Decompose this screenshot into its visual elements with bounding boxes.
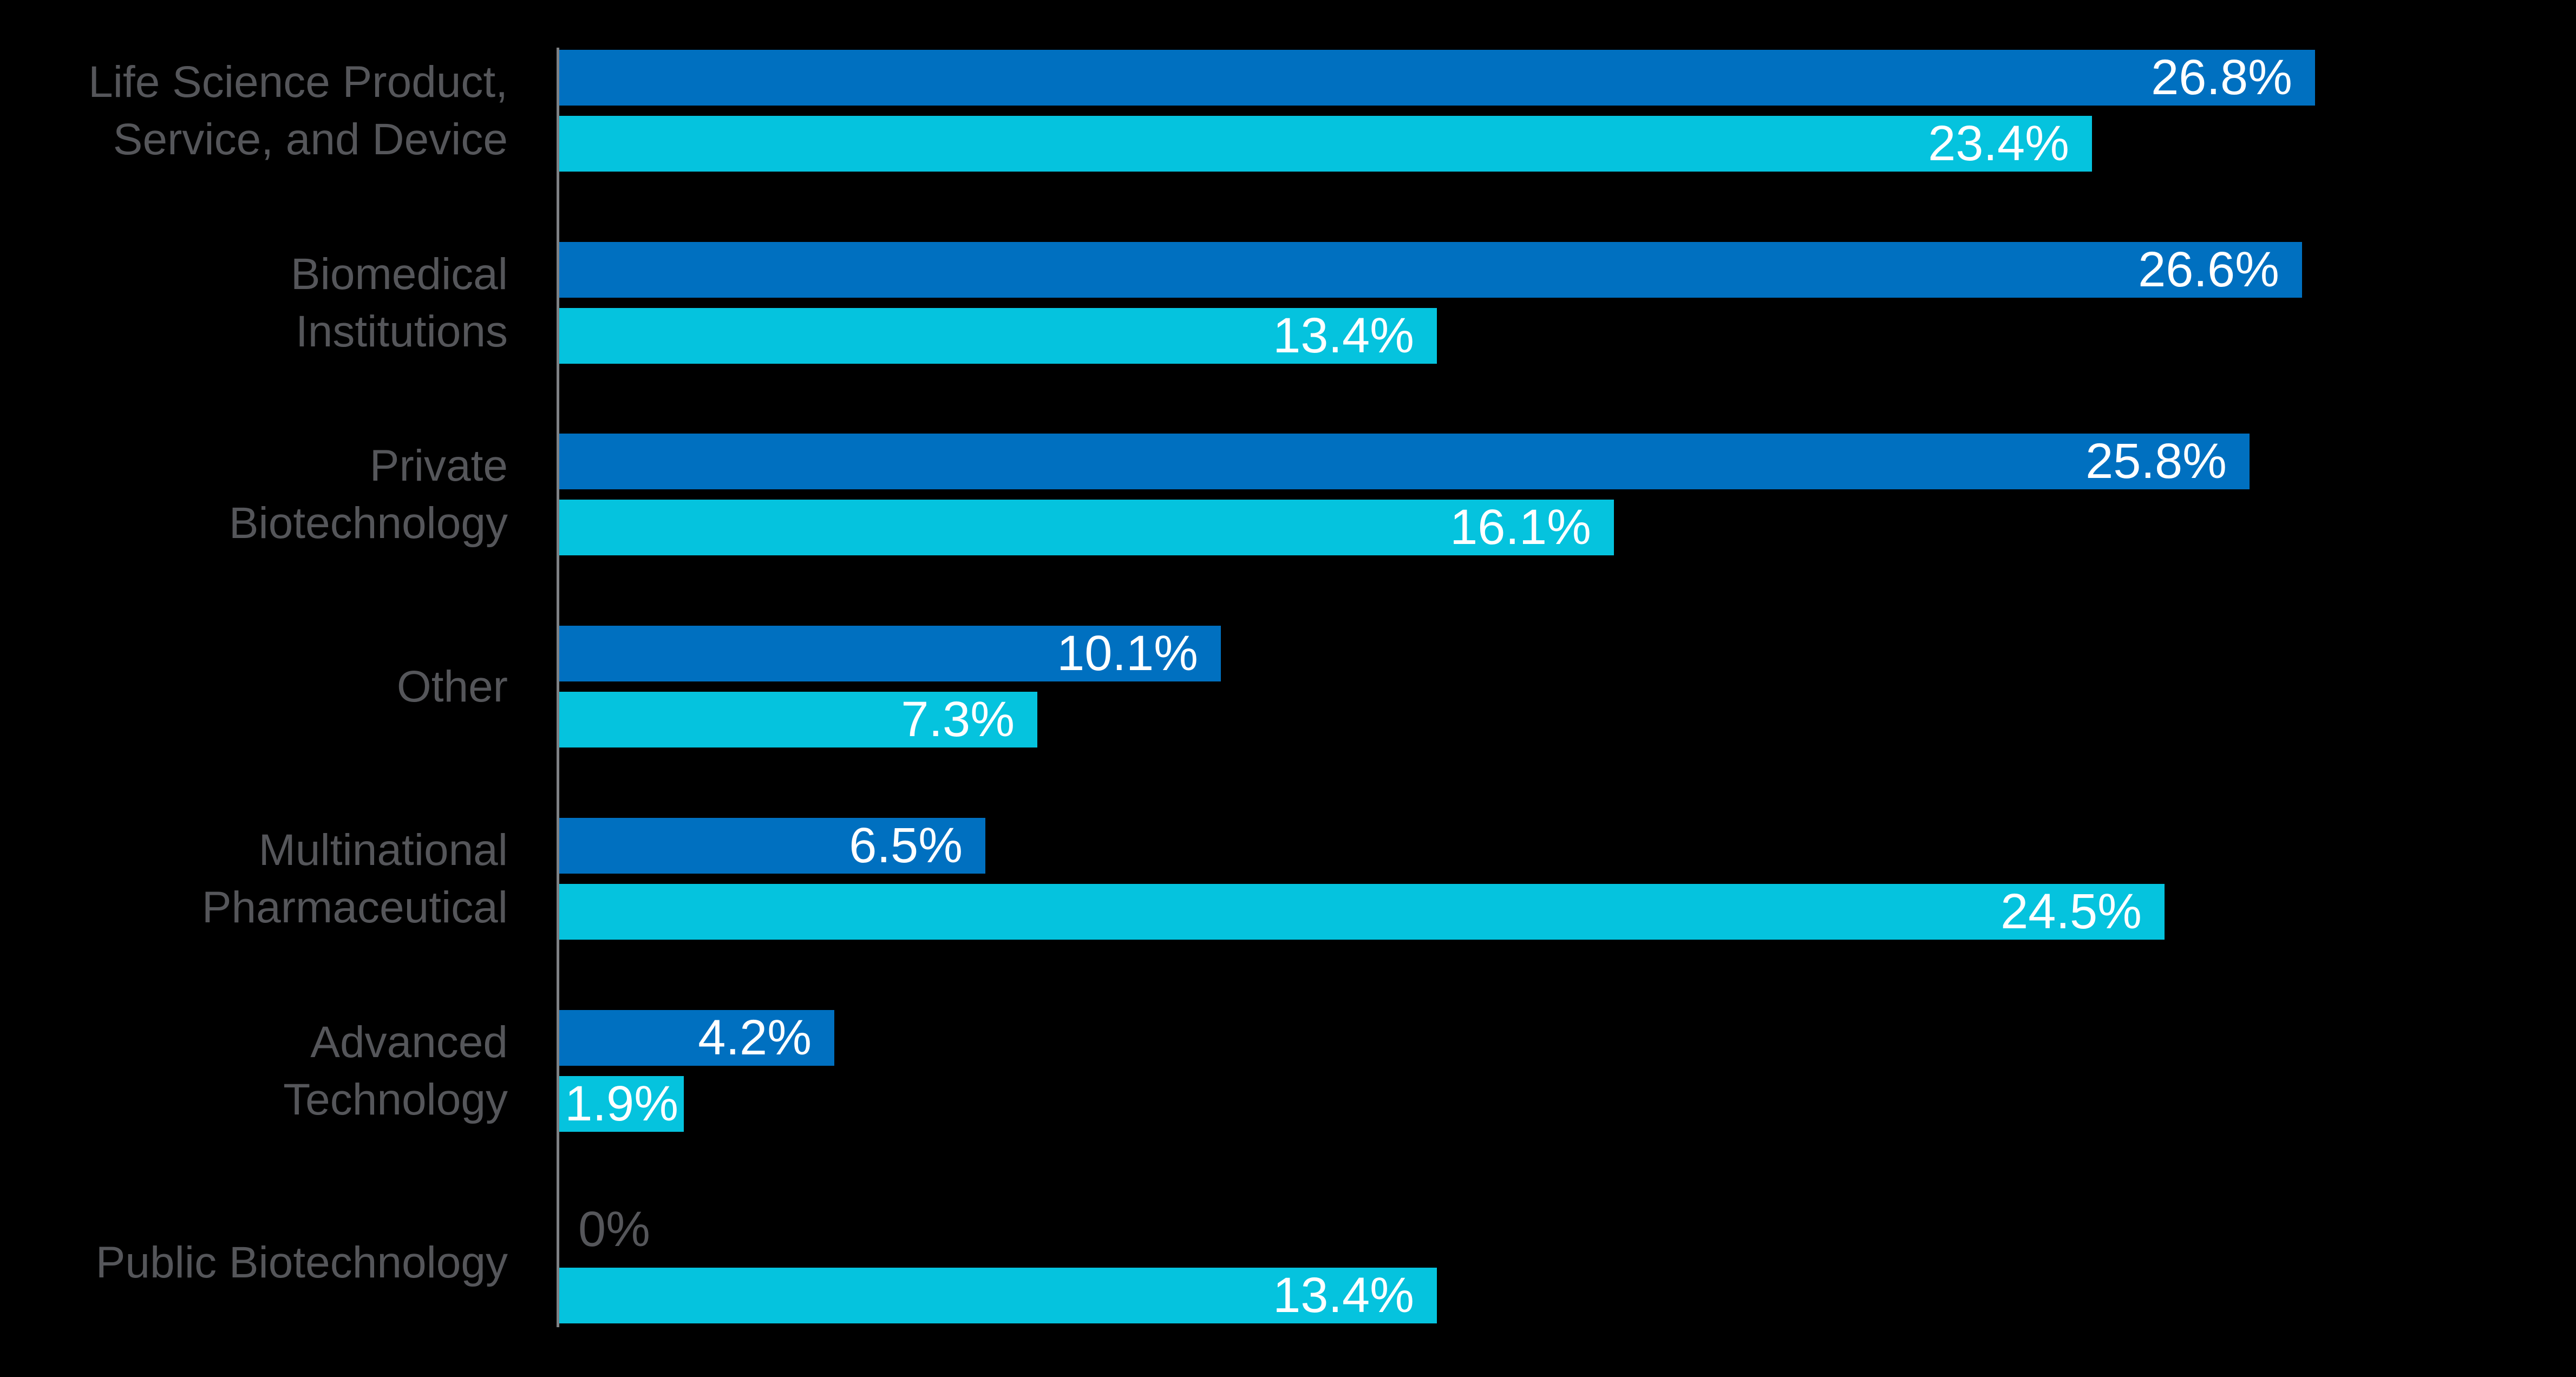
chart-row: Other 10.1% 7.3% (0, 626, 2576, 747)
bar-value-label: 23.4% (1928, 116, 2069, 171)
bar-value-label: 16.1% (1450, 500, 1591, 555)
bar-cyan: 23.4% (559, 116, 2092, 172)
bar-dark-blue: 6.5% (559, 818, 985, 874)
bar-value-label: 1.9% (565, 1076, 678, 1131)
category-axis-line (557, 48, 559, 1327)
bar-cyan: 13.4% (559, 1268, 1437, 1323)
bar-value-label: 10.1% (1057, 626, 1198, 681)
bar-value-label: 13.4% (1273, 1268, 1414, 1323)
bar-cyan: 24.5% (559, 884, 2165, 940)
category-label-line: Biomedical (290, 249, 508, 299)
bar-value-label: 6.5% (849, 818, 963, 873)
bar-dark-blue: 10.1% (559, 626, 1221, 681)
category-label-line: Private (369, 441, 508, 490)
category-label: Other (0, 626, 508, 747)
category-label-line: Technology (283, 1074, 508, 1124)
bar-value-label: 4.2% (698, 1010, 812, 1065)
category-label: Biomedical Institutions (0, 242, 508, 364)
bar-dark-blue: 25.8% (559, 434, 2250, 489)
category-label-line: Life Science Product, (88, 57, 508, 107)
chart-row: Private Biotechnology 25.8% 16.1% (0, 434, 2576, 555)
zero-value-label: 0% (578, 1202, 650, 1257)
category-label-line: Institutions (296, 306, 508, 356)
chart-row: Advanced Technology 4.2% 1.9% (0, 1010, 2576, 1132)
category-label: Private Biotechnology (0, 434, 508, 555)
category-label-line: Advanced (310, 1017, 508, 1067)
chart-row: Biomedical Institutions 26.6% 13.4% (0, 242, 2576, 364)
bar-dark-blue: 4.2% (559, 1010, 834, 1066)
bar-cyan: 13.4% (559, 308, 1437, 364)
chart-row: Public Biotechnology 0% 13.4% (0, 1202, 2576, 1323)
category-label-line: Multinational (258, 825, 508, 875)
bar-value-label: 25.8% (2085, 434, 2227, 489)
chart-row: Multinational Pharmaceutical 6.5% 24.5% (0, 818, 2576, 940)
bar-value-label: 26.6% (2138, 242, 2279, 297)
category-label-line: Public Biotechnology (95, 1237, 508, 1287)
category-label: Advanced Technology (0, 1010, 508, 1132)
category-label-line: Other (396, 661, 508, 711)
category-label-line: Biotechnology (228, 498, 508, 548)
bar-cyan: 7.3% (559, 692, 1037, 747)
bar-cyan: 1.9% (559, 1076, 684, 1132)
bar-dark-blue: 26.8% (559, 50, 2315, 106)
bar-value-label: 7.3% (901, 692, 1015, 747)
category-label-line: Pharmaceutical (201, 882, 508, 932)
bar-value-label: 24.5% (2000, 884, 2142, 939)
bar-dark-blue: 26.6% (559, 242, 2302, 298)
bar-value-label: 13.4% (1273, 308, 1414, 363)
bar-value-label: 26.8% (2151, 50, 2292, 105)
category-label: Public Biotechnology (0, 1202, 508, 1323)
category-label: Multinational Pharmaceutical (0, 818, 508, 940)
bar-cyan: 16.1% (559, 500, 1614, 555)
category-label-line: Service, and Device (113, 114, 508, 164)
category-label: Life Science Product, Service, and Device (0, 50, 508, 172)
chart-row: Life Science Product, Service, and Device… (0, 50, 2576, 172)
